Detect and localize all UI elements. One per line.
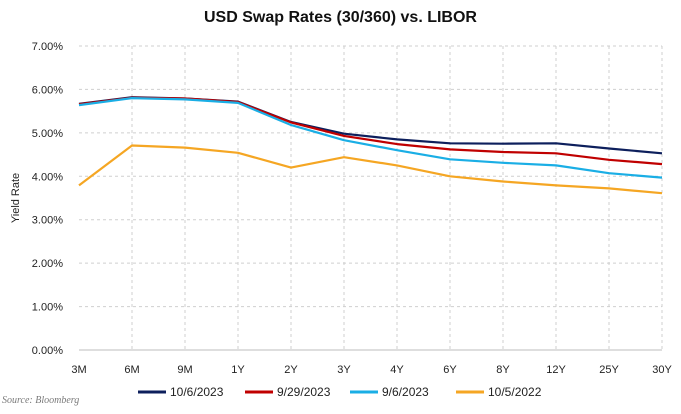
legend-label: 9/6/2023 bbox=[382, 385, 429, 399]
x-tick-label: 3M bbox=[71, 364, 86, 376]
y-tick-label: 6.00% bbox=[32, 84, 63, 96]
series-line-1 bbox=[78, 96, 663, 166]
x-tick-label: 8Y bbox=[496, 364, 510, 376]
x-tick-label: 2Y bbox=[284, 364, 298, 376]
y-tick-label: 3.00% bbox=[32, 215, 63, 227]
y-tick-label: 0.00% bbox=[32, 345, 63, 357]
legend-label: 10/6/2023 bbox=[170, 385, 224, 399]
chart-title: USD Swap Rates (30/360) vs. LIBOR bbox=[204, 9, 477, 26]
x-tick-label: 25Y bbox=[599, 364, 619, 376]
x-tick-label: 6Y bbox=[443, 364, 457, 376]
legend-label: 9/29/2023 bbox=[277, 385, 331, 399]
series-line-3 bbox=[78, 144, 663, 195]
series-layer bbox=[78, 96, 663, 195]
y-tick-label: 7.00% bbox=[32, 41, 63, 53]
y-tick-label: 1.00% bbox=[32, 302, 63, 314]
x-tick-label: 6M bbox=[124, 364, 139, 376]
x-tick-label: 12Y bbox=[546, 364, 566, 376]
legend-label: 10/5/2022 bbox=[488, 385, 542, 399]
legend: 10/6/2023 9/29/2023 9/6/2023 10/5/2022 bbox=[138, 385, 542, 399]
x-tick-label: 9M bbox=[177, 364, 192, 376]
x-tick-label: 3Y bbox=[337, 364, 351, 376]
x-tick-label: 1Y bbox=[231, 364, 245, 376]
x-tick-label: 4Y bbox=[390, 364, 404, 376]
y-tick-label: 2.00% bbox=[32, 258, 63, 270]
y-axis-label: Yield Rate bbox=[10, 173, 22, 223]
y-tick-label: 4.00% bbox=[32, 171, 63, 183]
series-line-2 bbox=[78, 96, 663, 179]
x-tick-label: 30Y bbox=[652, 364, 672, 376]
y-tick-label: 5.00% bbox=[32, 128, 63, 140]
source-note: Source: Bloomberg bbox=[2, 395, 80, 406]
axis-layer: 0.00% 1.00% 2.00% 3.00% 4.00% 5.00% 6.00% 7.00%… bbox=[10, 41, 672, 376]
grid-layer bbox=[79, 45, 663, 350]
